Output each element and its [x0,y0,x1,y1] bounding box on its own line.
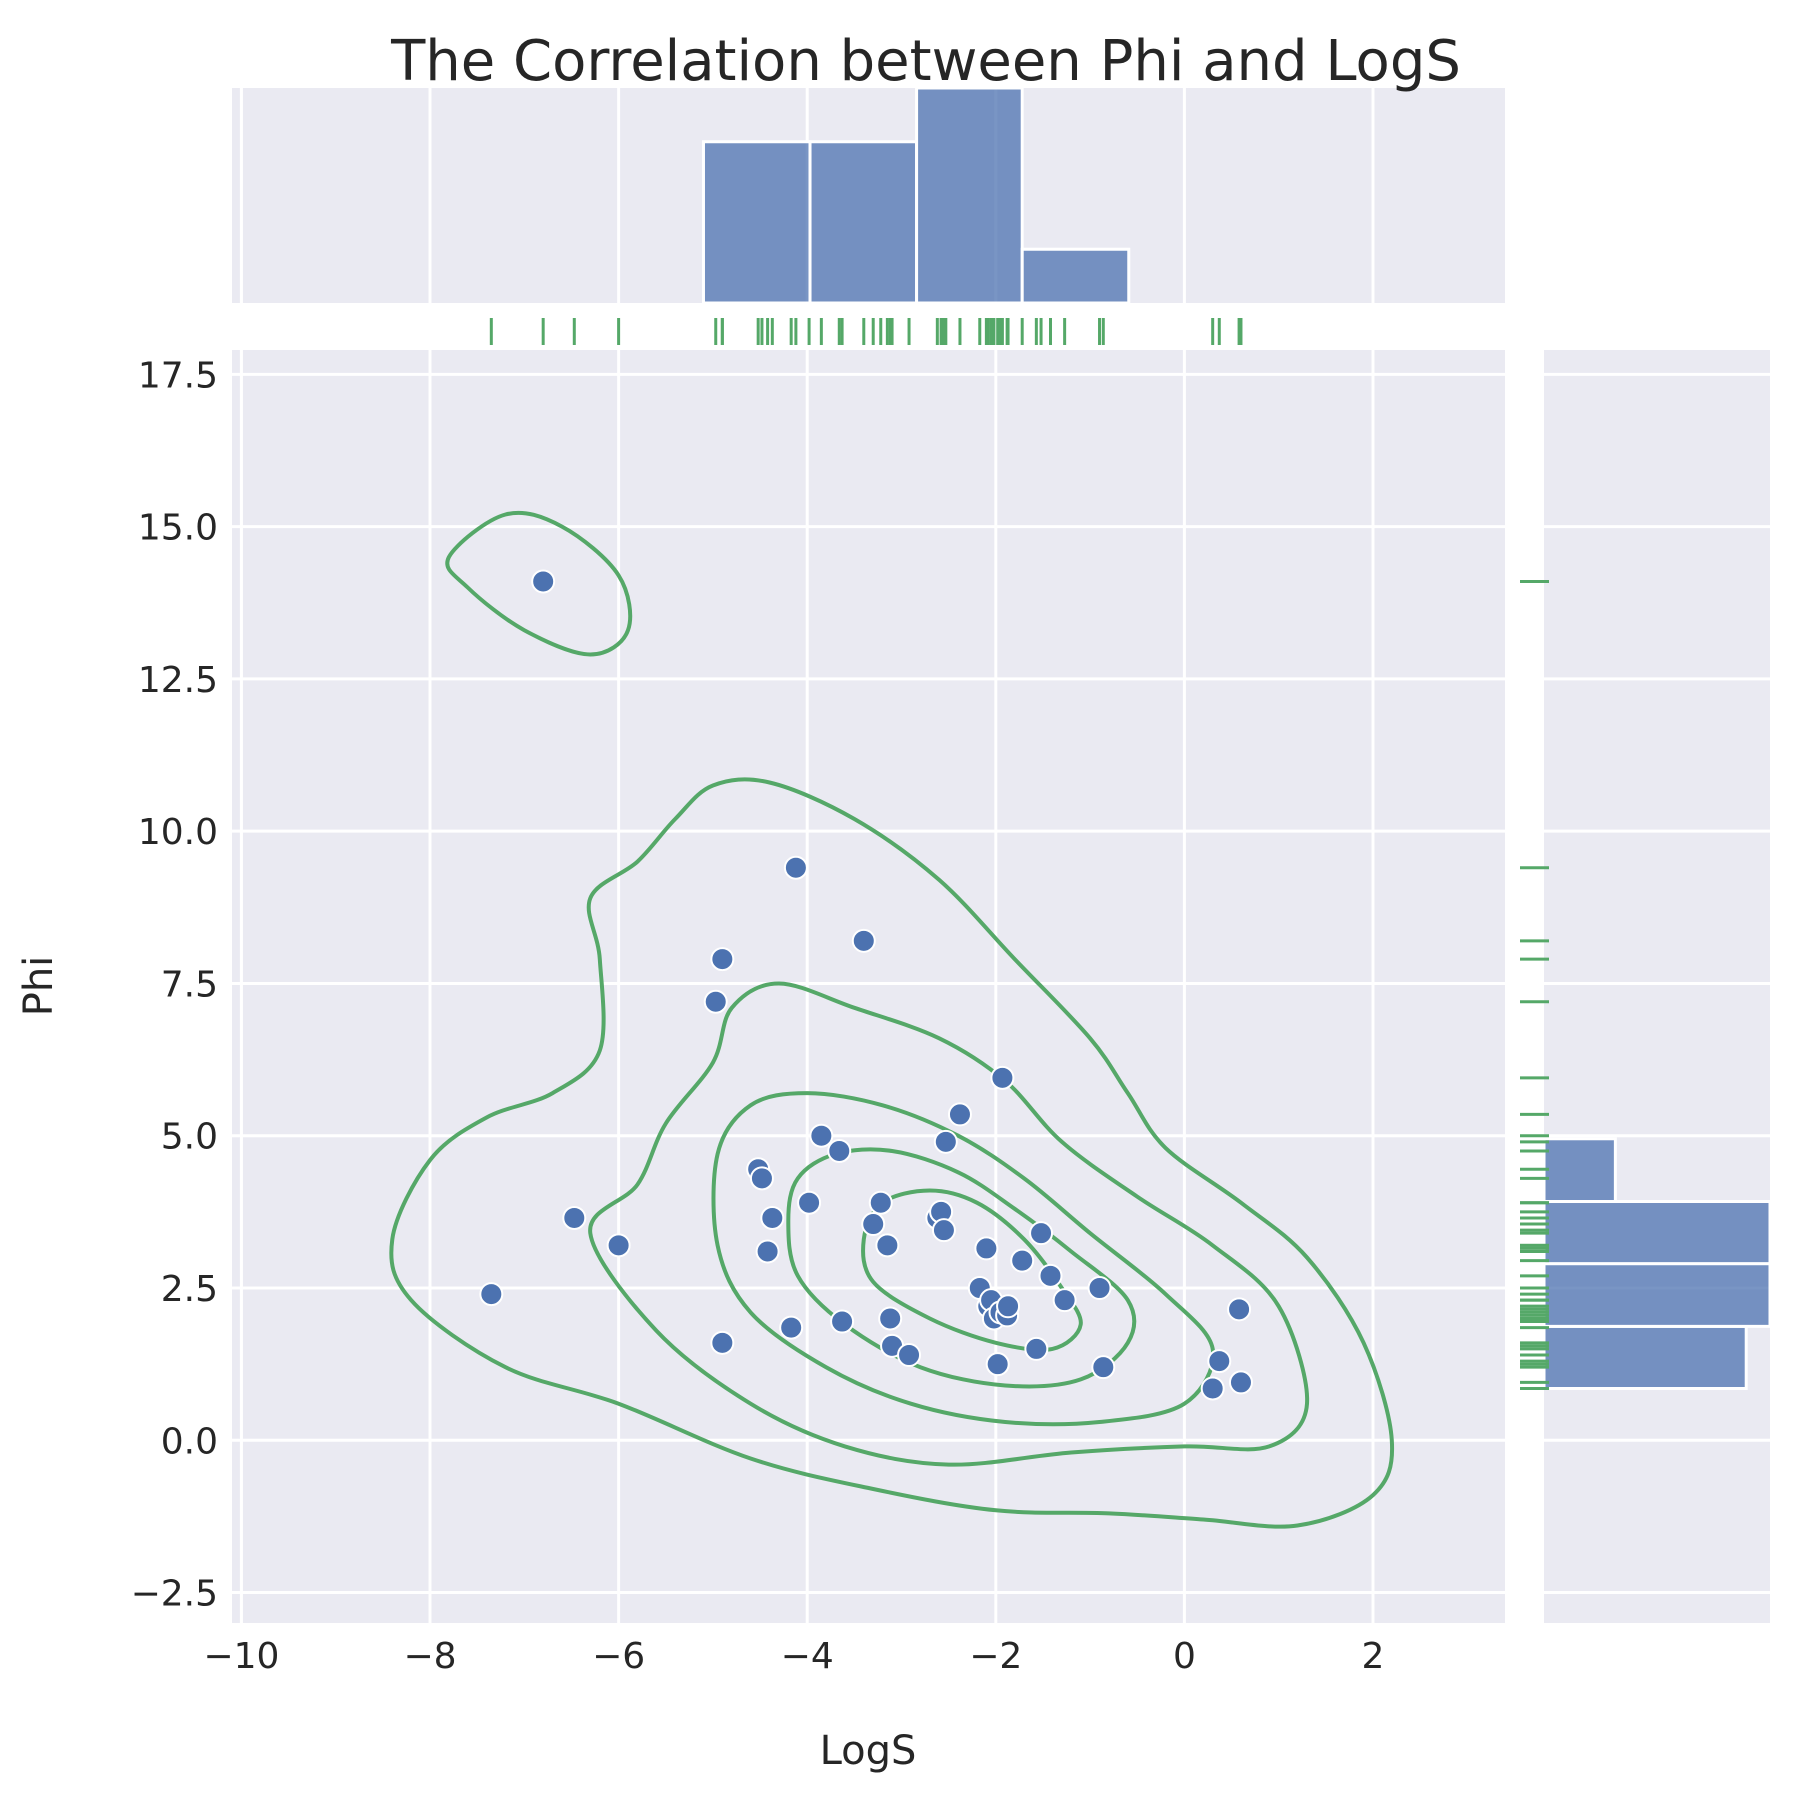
histogram-bar-x [915,86,1024,305]
x-tick-label: 0 [1173,1636,1196,1677]
kde-contour-line [445,510,633,657]
y-axis-label: Phi [16,956,62,1017]
scatter-point [1052,1288,1077,1313]
y-tick-labels: −2.5 0.0 2.5 5.0 7.5 10.0 12.5 15.0 17.5 [131,355,218,1614]
main-gridlines [232,350,1505,1623]
x-tick-label: −10 [203,1636,279,1677]
scatter-point [1024,1336,1049,1361]
kde-contour-line [711,1091,1216,1427]
scatter-point [710,947,735,972]
scatter-point [755,1239,780,1264]
scatter-point [779,1315,804,1340]
scatter-point [861,1212,886,1237]
scatter-point [990,1065,1015,1090]
scatter-point [897,1343,922,1367]
kde-contour-line [861,1188,1083,1352]
scatter-point [1091,1355,1116,1380]
scatter-point [760,1205,785,1230]
x-tick-label: −4 [781,1636,834,1677]
histogram-bar-x [808,140,919,305]
x-tick-label: −8 [403,1636,456,1677]
histogram-bar-y [1542,1262,1772,1328]
scatter-point [1207,1349,1232,1374]
y-tick-label: 10.0 [138,812,218,853]
scatter-point [933,1129,958,1154]
y-tick-label: 15.0 [138,508,218,549]
marginal-y-histogram [1542,1137,1772,1390]
kde-contour-line [588,981,1310,1467]
x-tick-label: −6 [592,1636,645,1677]
scatter-point [878,1306,903,1331]
histogram-bar-x [1020,247,1131,305]
scatter-point [797,1190,822,1215]
scatter-point [1087,1276,1112,1300]
scatter-point [809,1123,834,1148]
scatter-point [703,989,728,1014]
x-tick-label: 2 [1362,1636,1385,1677]
y-tick-label: 12.5 [138,660,218,701]
scatter-point [783,855,808,880]
scatter-point [606,1233,631,1258]
main-plot-background [232,350,1505,1623]
histogram-bar-y [1542,1200,1772,1266]
histogram-bar-x [701,140,812,305]
scatter-point [749,1166,774,1191]
kde-contours [389,510,1395,1529]
scatter-point [996,1294,1021,1319]
scatter-point [931,1218,956,1243]
scatter-point [1200,1376,1225,1401]
marginal-x-rug [489,318,1243,345]
histogram-bar-y [1542,1324,1748,1390]
scatter-point [562,1205,587,1230]
marginal-y-rug [1520,579,1549,1390]
marginal-x-histogram [701,86,1131,305]
x-tick-label: −2 [969,1636,1022,1677]
y-tick-label: 2.5 [161,1269,218,1310]
y-tick-label: 7.5 [161,964,218,1005]
x-axis-label: LogS [820,1728,917,1774]
scatter-point [531,569,556,594]
kde-contour-line [786,1147,1137,1389]
scatter-point [830,1309,855,1334]
scatter-point [947,1102,972,1127]
x-tick-labels: −10 −8 −6 −4 −2 0 2 [203,1636,1384,1677]
scatter-point [1228,1370,1253,1395]
scatter-point [710,1330,735,1355]
scatter-point [875,1233,900,1258]
y-tick-label: 5.0 [161,1117,218,1158]
chart-title: The Correlation between Phi and LogS [390,29,1461,94]
scatter-point [974,1236,999,1261]
scatter-point [1029,1221,1054,1246]
y-tick-label: −2.5 [131,1574,218,1615]
scatter-points [479,569,1253,1401]
y-tick-label: 17.5 [138,355,218,396]
scatter-point [1038,1263,1063,1288]
scatter-point [851,928,876,953]
y-tick-label: 0.0 [161,1421,218,1462]
scatter-point [827,1138,852,1163]
histogram-bar-y [1542,1137,1617,1204]
scatter-point [1227,1297,1252,1322]
scatter-point [985,1352,1010,1377]
scatter-point [479,1282,504,1307]
kde-contour-line [389,777,1395,1529]
scatter-point [868,1190,893,1215]
marginal-y-background [1544,350,1770,1623]
scatter-point [1010,1248,1035,1273]
